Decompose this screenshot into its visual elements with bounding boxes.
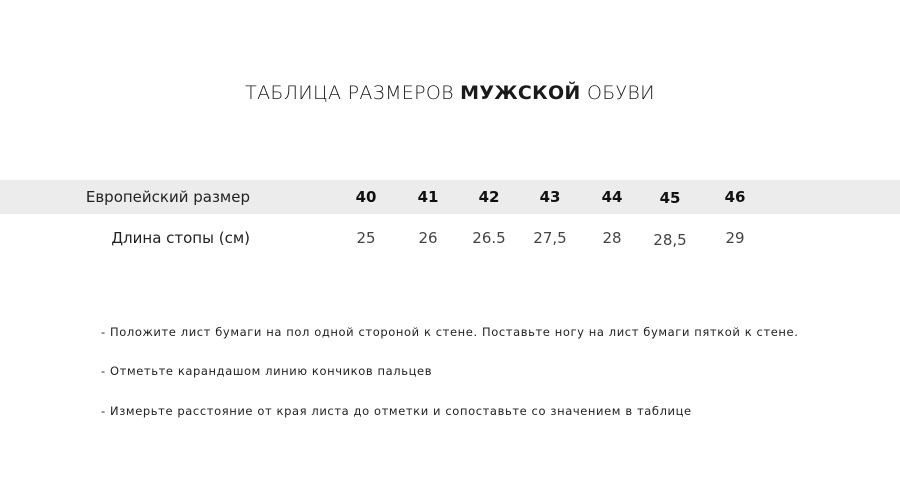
length-cell: 25	[356, 229, 376, 247]
title-bold: МУЖСКОЙ	[460, 82, 581, 104]
size-cell: 45	[659, 189, 681, 207]
size-cell: 42	[478, 188, 500, 206]
length-cell: 28,5	[653, 231, 687, 249]
header-row-background	[0, 180, 900, 214]
size-cell: 40	[355, 188, 377, 206]
table-row-eu-size: Европейский размер 40 41 42 43 44 45 46	[0, 180, 900, 214]
size-cell: 41	[417, 188, 439, 206]
row-label: Европейский размер	[85, 188, 250, 206]
title-suffix: ОБУВИ	[580, 82, 655, 104]
size-cell: 43	[539, 188, 561, 206]
size-cell: 44	[601, 188, 623, 206]
length-cell: 29	[725, 229, 745, 247]
page-title: ТАБЛИЦА РАЗМЕРОВ МУЖСКОЙ ОБУВИ	[0, 82, 900, 104]
size-cell: 46	[724, 188, 746, 206]
table-row-foot-length: Длина стопы (см) 25 26 26.5 27,5 28 28,5…	[0, 221, 900, 255]
length-cell: 26.5	[472, 229, 506, 247]
instruction-item: - Измерьте расстояние от края листа до о…	[101, 404, 692, 418]
length-cell: 26	[418, 229, 438, 247]
instruction-item: - Положите лист бумаги на пол одной стор…	[101, 325, 799, 339]
row-label: Длина стопы (см)	[111, 229, 250, 247]
length-cell: 27,5	[533, 229, 567, 247]
title-prefix: ТАБЛИЦА РАЗМЕРОВ	[245, 82, 461, 104]
length-cell: 28	[602, 229, 622, 247]
instruction-item: - Отметьте карандашом линию кончиков пал…	[101, 364, 433, 378]
